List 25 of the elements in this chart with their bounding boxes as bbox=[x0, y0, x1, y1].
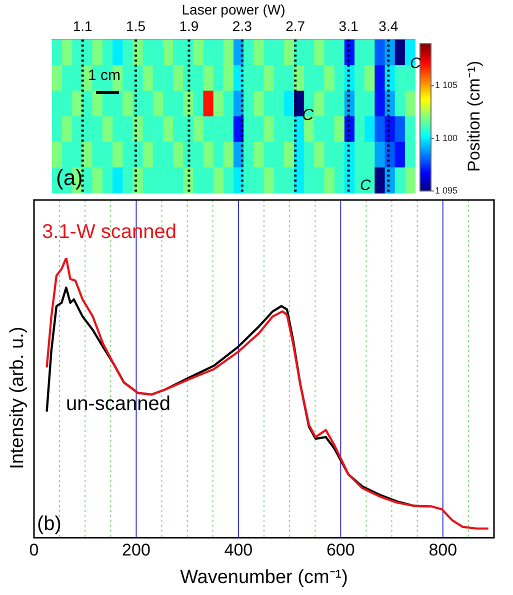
x2-tick-label: 1.5 bbox=[126, 18, 146, 34]
x-tick-label: 800 bbox=[428, 540, 458, 560]
annotation: (a) bbox=[56, 165, 83, 190]
x-axis-title: Wavenumber (cm⁻¹) bbox=[180, 566, 348, 588]
annotation: (b) bbox=[37, 512, 62, 535]
x2-axis-title: Laser power (W) bbox=[182, 1, 286, 18]
annotation: C bbox=[302, 107, 314, 124]
x2-tick-label: 1.9 bbox=[179, 18, 199, 34]
x2-tick-label: 2.3 bbox=[232, 18, 252, 34]
x2-tick-label: 1.1 bbox=[72, 18, 93, 34]
x-tick-label: 600 bbox=[326, 540, 355, 560]
x-tick-label: 0 bbox=[29, 540, 39, 560]
annotation: C bbox=[360, 177, 371, 194]
annotation: C bbox=[410, 55, 421, 72]
color-bar-label: 1 100 bbox=[435, 132, 458, 143]
x2-tick-label: 3.4 bbox=[378, 18, 398, 34]
color-bar-title: Position (cm⁻¹) bbox=[464, 60, 484, 172]
x2-tick-label: 2.7 bbox=[286, 18, 306, 34]
color-bar-label: 1 105 bbox=[435, 80, 458, 90]
x-tick-label: 200 bbox=[122, 540, 150, 560]
x-tick-label: 400 bbox=[224, 540, 253, 560]
annotation: 1 cm bbox=[88, 67, 121, 84]
color-bar-label: 1 095 bbox=[435, 185, 458, 196]
x2-tick-label: 3.1 bbox=[338, 18, 358, 34]
y-axis-title: Intensity (arb. u.) bbox=[7, 326, 28, 470]
